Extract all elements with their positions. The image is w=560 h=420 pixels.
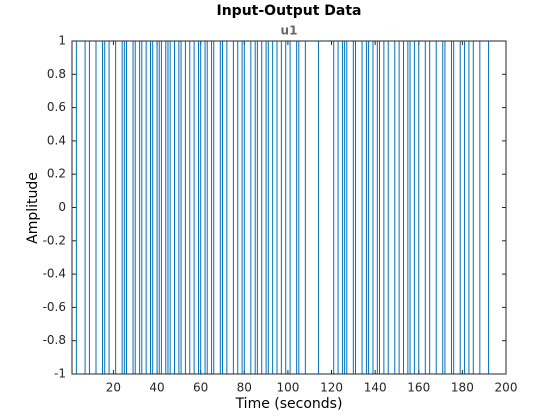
y-tick-label: -0.6: [43, 300, 66, 314]
y-tick-label: 0.2: [47, 167, 66, 181]
x-axis-label: Time (seconds): [235, 396, 343, 412]
y-tick-label: -0.2: [43, 233, 66, 247]
x-tick-label: 140: [364, 381, 387, 395]
plot-frame: [71, 40, 507, 375]
x-tick-label: 120: [320, 381, 343, 395]
x-tick-label: 80: [237, 381, 252, 395]
y-tick-label: 0.6: [47, 100, 66, 114]
x-tick-label: 180: [451, 381, 474, 395]
y-tick-label: 0.4: [47, 133, 66, 147]
y-axis-label: Amplitude: [25, 172, 41, 244]
chart-title: Input-Output Data: [217, 3, 362, 19]
y-tick-label: 0: [58, 200, 66, 214]
x-tick-label: 20: [106, 381, 121, 395]
x-tick-label: 100: [276, 381, 299, 395]
x-tick-label: 60: [193, 381, 208, 395]
y-tick-label: -0.8: [43, 333, 66, 347]
x-tick-label: 200: [495, 381, 518, 395]
y-tick-label: -1: [54, 367, 66, 381]
y-tick-label: 0.8: [47, 67, 66, 81]
x-tick-label: 160: [407, 381, 430, 395]
y-tick-label: 1: [58, 34, 66, 48]
chart-subtitle: u1: [281, 24, 298, 38]
y-tick-label: -0.4: [43, 267, 66, 281]
x-tick-label: 40: [149, 381, 164, 395]
